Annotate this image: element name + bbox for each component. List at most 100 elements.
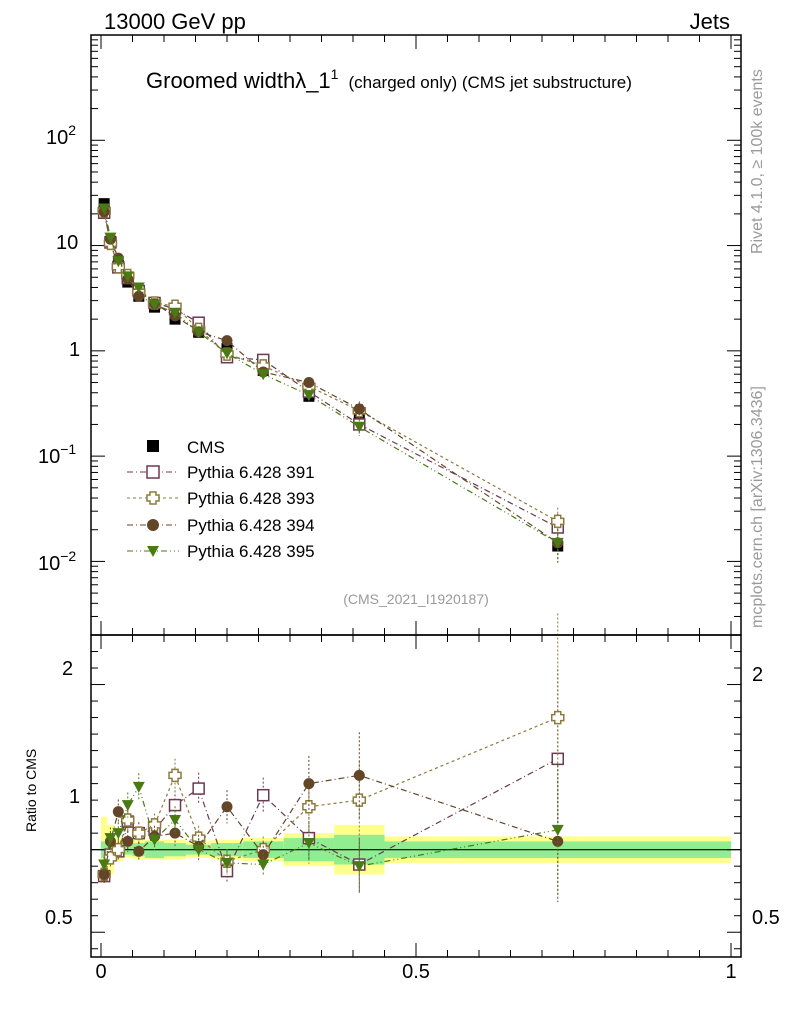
ratio-point-p395 [132,781,145,793]
title-main: Groomed width [146,68,295,93]
legend-label-391: Pythia 6.428 391 [187,463,315,482]
point-p395 [148,299,161,311]
y-tick-label-0.01: 10−2 [38,548,76,575]
point-p395 [169,307,182,319]
chart-title: Groomed widthλ_11 (charged only) (CMS jet… [146,66,632,93]
legend-marker-394 [147,519,159,531]
series-p393 [97,204,565,542]
ratio-point-p393 [302,799,316,814]
ratio-point-p394 [169,827,181,839]
ratio-point-p394 [122,835,134,847]
point-p394 [221,335,233,347]
ratio-point-p394 [221,801,233,813]
legend-label-394: Pythia 6.428 394 [187,516,315,535]
ratio-point-p391 [256,788,270,802]
ratio-point-p395 [302,838,315,850]
y-tick-label-10: 10 [56,232,78,254]
point-p394 [133,290,145,302]
point-p395 [121,271,134,283]
legend-label-cms: CMS [187,438,225,457]
ratio-point-p395 [98,859,111,871]
ratio-point-p393 [132,826,146,840]
point-p394 [353,403,365,415]
series-p395 [98,203,564,563]
legend: CMS Pythia 6.428 391 Pythia 6.428 393 Py… [127,438,315,561]
mcplots-watermark: mcplots.cern.ch [arXiv:1306.3436] [749,386,766,628]
ratio-point-p391 [168,798,182,812]
ratio-series-p395 [98,765,564,895]
series-cms [98,198,564,552]
y-tick-label-0.1: 10−1 [38,441,76,468]
x-tick-label-0.5: 0.5 [402,961,430,983]
ratio-y-tick-label-2: 2 [62,658,73,680]
series-line-p393 [103,210,559,522]
ratio-point-p395 [148,834,161,846]
series-p391 [97,206,564,548]
point-p394 [303,377,315,389]
series-line-p391 [103,212,559,529]
x-tick-label-0: 0 [95,961,106,983]
ratio-point-p395 [121,800,134,812]
main-plot [90,34,742,636]
ratio-point-p395 [169,814,182,826]
ratio-point-p394 [112,806,124,818]
series-line-p395 [103,208,559,544]
point-p395 [98,203,111,215]
ratio-point-p394 [98,868,110,880]
point-p395 [192,327,205,339]
ratio-point-p393 [352,793,367,807]
ratio-point-p393 [168,768,182,783]
rivet-watermark: Rivet 4.1.0, ≥ 100k events [749,69,766,254]
ratio-frame [90,634,742,958]
ratio-y-tick-label-0.5: 0.5 [45,907,73,929]
ratio-point-p394 [133,845,145,857]
ratio-point-p394 [303,778,315,790]
point-p395 [551,537,564,549]
ratio-series [97,613,565,903]
ratio-point-p395 [112,828,125,840]
ratio-point-p394 [353,769,365,781]
title-symbol: λ_1 [295,68,330,93]
y-tick-label-1: 1 [69,339,80,361]
legend-label-393: Pythia 6.428 393 [187,489,315,508]
ratio-y-label: Ratio to CMS [23,749,39,832]
legend-marker-393 [146,491,160,505]
ratio-bands [91,816,741,883]
legend-marker-cms [147,440,159,452]
analysis-label: (CMS_2021_I1920187) [343,591,489,607]
point-p395 [132,282,145,294]
ratio-y-tick-label-1: 1 [69,786,80,808]
main-y-tick-labels: 102 10 1 10−1 10−2 [38,122,80,575]
title-suffix: (charged only) (CMS jet substructure) [348,73,631,92]
series-p394 [98,206,564,563]
ratio-point-p393 [121,813,135,827]
point-p395 [257,369,270,381]
point-p393 [551,514,565,529]
ratio-point-p393 [147,818,162,832]
ratio-plot [90,613,742,958]
ratio-y-tick-label-2-right: 2 [752,664,763,686]
legend-label-395: Pythia 6.428 395 [187,542,315,561]
ratio-point-p395 [104,833,117,845]
series-line-p394 [103,211,559,544]
ratio-point-p395 [551,824,564,836]
ratio-series-p394 [98,732,564,903]
legend-marker-395 [147,546,159,557]
category-label: Jets [690,9,730,34]
x-tick-label-1: 1 [725,961,736,983]
ratio-point-p391 [192,782,205,795]
ratio-ticks [91,635,741,957]
point-p395 [302,390,315,402]
legend-marker-391 [146,465,160,479]
point-p395 [221,348,233,360]
ratio-point-p395 [353,861,366,873]
ratio-point-p393 [111,842,126,857]
ratio-y-tick-label-0.5-right: 0.5 [752,907,780,929]
energy-label: 13000 GeV pp [104,9,246,34]
main-ticks [91,35,741,636]
ratio-point-p395 [221,857,233,869]
ratio-point-p395 [192,844,205,856]
point-p395 [112,256,125,268]
title-sup: 1 [331,66,339,82]
